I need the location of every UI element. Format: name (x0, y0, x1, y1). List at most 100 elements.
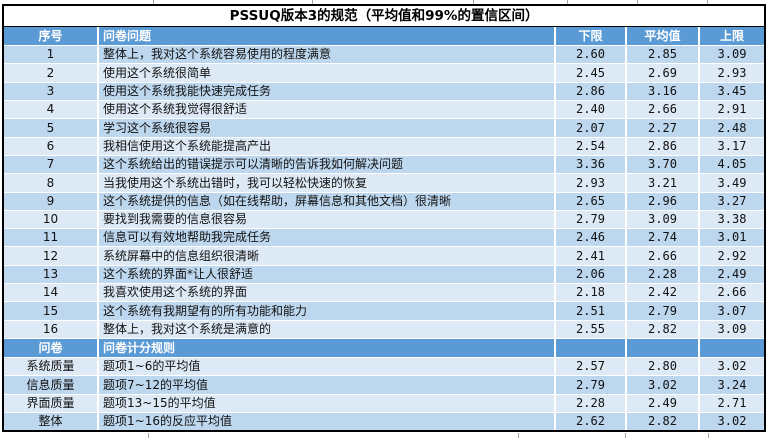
cell-lower: 2.45 (556, 64, 627, 83)
cell-question: 使用这个系统我觉得很舒适 (99, 100, 556, 120)
cell-lower: 2.51 (556, 302, 627, 321)
cell-num: 4 (4, 100, 99, 120)
scoring-header-num: 问卷 (4, 339, 99, 358)
question-row: 5 学习这个系统很容易 2.07 2.27 2.48 (4, 119, 765, 138)
question-row: 9 这个系统提供的信息（如在线帮助，屏幕信息和其他文档）很清晰 2.65 2.96 3.… (4, 192, 765, 211)
gridline-tick (153, 0, 154, 5)
question-row: 12 系统屏幕中的信息组织很清晰 2.41 2.66 2.92 (4, 247, 765, 266)
cell-mean: 2.96 (627, 192, 700, 211)
cell-num: 14 (4, 284, 99, 303)
cell-upper: 2.93 (700, 64, 765, 83)
cell-question: 这个系统有我期望有的所有功能和能力 (99, 302, 556, 321)
cell-lower: 2.62 (556, 412, 627, 430)
cell-question: 当我使用这个系统出错时，我可以轻松快速的恢复 (99, 174, 556, 193)
cell-question: 信息可以有效地帮助我完成任务 (99, 229, 556, 248)
cell-mean: 2.80 (627, 358, 700, 377)
cell-num: 系统质量 (4, 358, 99, 377)
column-header-row: 序号 问卷问题 下限 平均值 上限 (4, 27, 765, 46)
cell-question: 系统屏幕中的信息组织很清晰 (99, 247, 556, 266)
scoring-header-upper (700, 339, 765, 358)
cell-upper: 2.91 (700, 100, 765, 120)
cell-lower: 2.86 (556, 82, 627, 101)
cell-upper: 2.66 (700, 284, 765, 303)
cell-num: 信息质量 (4, 376, 99, 395)
cell-upper: 3.27 (700, 192, 765, 211)
cell-upper: 3.09 (700, 320, 765, 339)
cell-upper: 2.71 (700, 394, 765, 413)
cell-mean: 3.16 (627, 82, 700, 101)
cell-question: 这个系统给出的错误提示可以清晰的告诉我如何解决问题 (99, 155, 556, 175)
cell-question: 我相信使用这个系统能提高产出 (99, 137, 556, 156)
cell-lower: 2.18 (556, 284, 627, 303)
cell-question: 题项1~16的反应平均值 (99, 412, 556, 430)
scoring-header-question: 问卷计分规则 (99, 339, 556, 358)
cell-question: 使用这个系统很简单 (99, 64, 556, 83)
cell-lower: 3.36 (556, 155, 627, 175)
cell-mean: 2.66 (627, 247, 700, 266)
cell-question: 我喜欢使用这个系统的界面 (99, 284, 556, 303)
question-row: 14 我喜欢使用这个系统的界面 2.18 2.42 2.66 (4, 284, 765, 303)
cell-mean: 2.82 (627, 412, 700, 430)
cell-question: 学习这个系统很容易 (99, 119, 556, 138)
cell-mean: 2.85 (627, 46, 700, 65)
question-row: 8 当我使用这个系统出错时，我可以轻松快速的恢复 2.93 3.21 3.49 (4, 174, 765, 193)
header-question: 问卷问题 (99, 27, 556, 46)
cell-lower: 2.41 (556, 247, 627, 266)
cell-mean: 2.27 (627, 119, 700, 138)
question-row: 10 要找到我需要的信息很容易 2.79 3.09 3.38 (4, 210, 765, 230)
header-lower: 下限 (556, 27, 627, 46)
gridline-tick (707, 0, 708, 5)
cell-mean: 2.69 (627, 64, 700, 83)
cell-upper: 3.17 (700, 137, 765, 156)
cell-lower: 2.57 (556, 358, 627, 377)
cell-lower: 2.06 (556, 265, 627, 285)
cell-lower: 2.28 (556, 394, 627, 413)
cell-question: 整体上，我对这个系统容易使用的程度满意 (99, 46, 556, 65)
cell-num: 1 (4, 46, 99, 65)
scoring-row: 系统质量 题项1~6的平均值 2.57 2.80 3.02 (4, 358, 765, 377)
cell-mean: 3.09 (627, 210, 700, 230)
cell-mean: 2.79 (627, 302, 700, 321)
cell-num: 5 (4, 119, 99, 138)
cell-num: 6 (4, 137, 99, 156)
cell-lower: 2.60 (556, 46, 627, 65)
cell-num: 7 (4, 155, 99, 175)
cell-mean: 3.21 (627, 174, 700, 193)
cell-num: 12 (4, 247, 99, 266)
question-row: 16 整体上，我对这个系统是满意的 2.55 2.82 3.09 (4, 320, 765, 339)
question-row: 6 我相信使用这个系统能提高产出 2.54 2.86 3.17 (4, 137, 765, 156)
cell-lower: 2.54 (556, 137, 627, 156)
cell-lower: 2.55 (556, 320, 627, 339)
cell-mean: 3.70 (627, 155, 700, 175)
cell-lower: 2.46 (556, 229, 627, 248)
question-row: 4 使用这个系统我觉得很舒适 2.40 2.66 2.91 (4, 100, 765, 120)
cell-num: 整体 (4, 412, 99, 430)
cell-upper: 3.09 (700, 46, 765, 65)
header-upper: 上限 (700, 27, 765, 46)
cell-question: 题项1~6的平均值 (99, 358, 556, 377)
header-num: 序号 (4, 27, 99, 46)
cell-num: 3 (4, 82, 99, 101)
cell-num: 界面质量 (4, 394, 99, 413)
gridline-tick (518, 433, 519, 438)
cell-lower: 2.40 (556, 100, 627, 120)
question-row: 13 这个系统的界面*让人很舒适 2.06 2.28 2.49 (4, 265, 765, 285)
cell-num: 2 (4, 64, 99, 83)
cell-upper: 3.45 (700, 82, 765, 101)
page-title: PSSUQ版本3的规范（平均值和99%的置信区间） (4, 6, 765, 27)
question-row: 15 这个系统有我期望有的所有功能和能力 2.51 2.79 3.07 (4, 302, 765, 321)
pssuq-norms-table: PSSUQ版本3的规范（平均值和99%的置信区间） 序号 问卷问题 下限 平均值… (2, 4, 767, 432)
table-title-row: PSSUQ版本3的规范（平均值和99%的置信区间） (4, 6, 765, 27)
cell-mean: 2.28 (627, 265, 700, 285)
cell-num: 8 (4, 174, 99, 193)
cell-num: 16 (4, 320, 99, 339)
scoring-header-lower (556, 339, 627, 358)
cell-mean: 2.74 (627, 229, 700, 248)
question-row: 7 这个系统给出的错误提示可以清晰的告诉我如何解决问题 3.36 3.70 4.05 (4, 155, 765, 175)
cell-mean: 2.42 (627, 284, 700, 303)
question-row: 2 使用这个系统很简单 2.45 2.69 2.93 (4, 64, 765, 83)
cell-lower: 2.07 (556, 119, 627, 138)
cell-mean: 2.66 (627, 100, 700, 120)
cell-upper: 3.38 (700, 210, 765, 230)
